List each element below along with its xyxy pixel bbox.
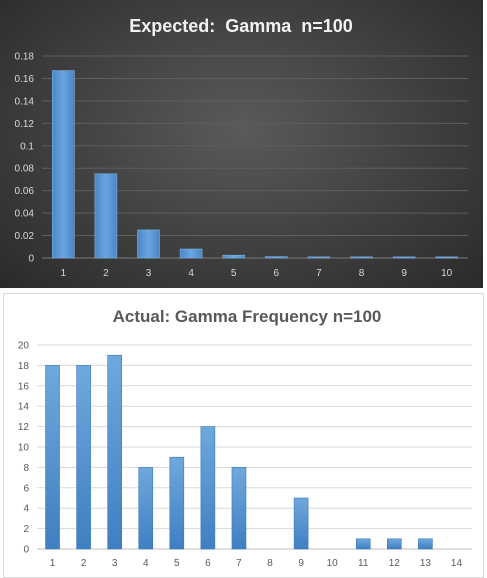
bar-13	[418, 538, 433, 550]
bar-4	[179, 248, 203, 259]
x-tick-label: 4	[143, 558, 149, 569]
bar-1	[45, 365, 60, 550]
bar-3	[107, 354, 122, 550]
y-tick-label: 0	[23, 545, 29, 556]
x-tick-label: 4	[188, 268, 194, 279]
y-tick-label: 0.16	[15, 74, 35, 85]
x-tick-label: 7	[236, 558, 242, 569]
y-tick-label: 8	[23, 463, 29, 474]
bars	[51, 70, 459, 259]
y-tick-label: 0.06	[15, 186, 35, 197]
bar-12	[387, 538, 402, 550]
x-tick-label: 12	[389, 558, 401, 569]
x-tick-label: 8	[359, 268, 365, 279]
bar-6	[200, 426, 216, 550]
x-tick-label: 7	[316, 268, 322, 279]
x-tick-label: 1	[61, 268, 67, 279]
x-tick-label: 3	[112, 558, 118, 569]
x-tick-label: 3	[146, 268, 152, 279]
y-tick-label: 0.04	[15, 209, 35, 220]
bar-2	[76, 365, 91, 550]
x-tick-labels: 1 2 3 4 5 6 7 8 9 10	[61, 268, 453, 279]
bar-8	[350, 256, 373, 259]
y-tick-label: 0.02	[15, 231, 35, 242]
x-tick-label: 13	[420, 558, 432, 569]
x-tick-label: 5	[231, 268, 237, 279]
bar-11	[355, 538, 371, 550]
y-tick-labels: 0 0.02 0.04 0.06 0.08 0.1 0.12 0.14 0.16 0.18	[15, 52, 35, 265]
x-tick-label: 10	[441, 268, 453, 279]
expected-chart-svg: Expected: Gamma n=100 00.020.040.060.080…	[15, 16, 468, 279]
bar-9	[293, 497, 309, 550]
x-tick-labels: 1 2 3 4 5 6 7 8 9 10 11 12 13 14	[50, 558, 463, 569]
bar-4	[138, 467, 154, 550]
bar-7	[231, 467, 247, 550]
x-tick-label: 1	[50, 558, 56, 569]
y-tick-label: 0.08	[15, 164, 35, 175]
bar-1	[51, 70, 75, 259]
y-tick-label: 0	[28, 254, 34, 265]
y-tick-label: 6	[23, 483, 29, 494]
x-tick-label: 10	[327, 558, 339, 569]
y-tick-label: 18	[18, 361, 30, 372]
x-tick-label: 9	[298, 558, 304, 569]
x-tick-label: 5	[174, 558, 180, 569]
y-tick-label: 0.18	[15, 52, 35, 63]
y-tick-label: 16	[18, 381, 30, 392]
chart-title: Actual: Gamma Frequency n=100	[113, 307, 382, 326]
x-tick-label: 9	[401, 268, 407, 279]
x-tick-label: 11	[358, 558, 369, 569]
y-tick-label: 0.12	[15, 119, 35, 130]
bar-6	[264, 256, 288, 259]
y-tick-label: 0.1	[20, 141, 34, 152]
y-tick-label: 10	[18, 443, 30, 454]
x-tick-label: 6	[274, 268, 280, 279]
bar-5	[222, 254, 245, 259]
y-tick-labels: 0 2 4 6 8 10 12 14 16 18 20	[18, 341, 30, 556]
y-tick-label: 0.14	[15, 96, 35, 107]
x-tick-label: 8	[267, 558, 273, 569]
bar-2	[94, 173, 118, 259]
x-tick-label: 2	[103, 268, 109, 279]
x-tick-label: 14	[451, 558, 463, 569]
actual-chart-svg: Actual: Gamma Frequency n=100 0246810121…	[18, 307, 472, 569]
expected-gamma-chart: Expected: Gamma n=100 0 0.02 0.04 0.06 0.08 0…	[0, 0, 483, 288]
bar-3	[137, 229, 160, 259]
x-tick-label: 2	[81, 558, 87, 569]
bar-5	[169, 456, 185, 550]
y-tick-label: 4	[23, 504, 29, 515]
bar-10	[435, 256, 459, 259]
y-tick-label: 20	[18, 341, 30, 352]
bar-9	[392, 256, 416, 259]
bars	[45, 354, 433, 550]
x-tick-label: 6	[205, 558, 211, 569]
actual-gamma-frequency-chart: Actual: Gamma Frequency n=100 0 2 4 6 8 10 12 1…	[3, 293, 484, 578]
y-tick-label: 12	[18, 422, 30, 433]
bar-7	[307, 256, 331, 259]
gridlines	[37, 344, 472, 550]
y-tick-label: 2	[23, 524, 29, 535]
chart-title: Expected: Gamma n=100	[129, 16, 353, 36]
y-tick-label: 14	[18, 402, 30, 413]
